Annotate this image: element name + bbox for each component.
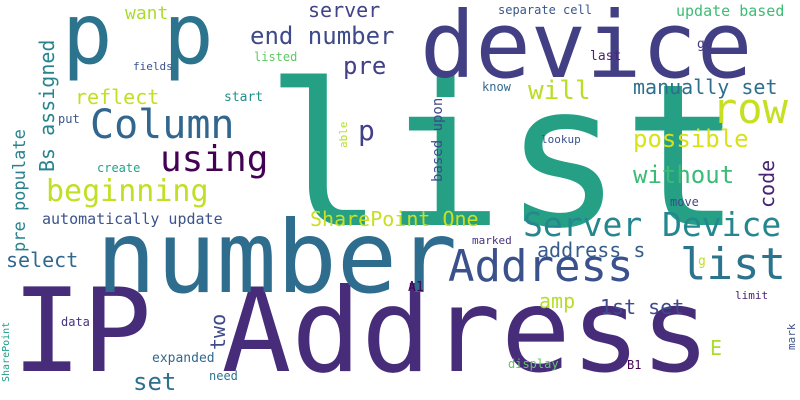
word: beginning (46, 174, 209, 209)
word: automatically update (42, 210, 223, 228)
word: want (125, 3, 169, 24)
word: pre (343, 52, 387, 80)
word: based upon (430, 97, 446, 182)
word: last (590, 49, 622, 64)
word: select (6, 248, 79, 272)
word: set (133, 368, 177, 396)
word: able (337, 121, 350, 149)
word: mark (785, 323, 798, 351)
word: p (358, 114, 375, 147)
word: update based (676, 2, 785, 20)
word: move (670, 195, 699, 209)
word: address s (537, 238, 646, 262)
word: data (61, 315, 90, 329)
word: two (206, 313, 230, 350)
word: p p (62, 0, 214, 83)
word: listed (254, 50, 298, 64)
word: list (680, 239, 786, 290)
word: put (58, 112, 80, 126)
word: list (265, 41, 742, 272)
word: manually set (633, 75, 778, 99)
word: using (160, 139, 269, 180)
word: row (712, 84, 788, 133)
word: Column (90, 102, 235, 148)
word: end number (250, 22, 395, 50)
word: start (224, 90, 264, 105)
word: go (697, 37, 713, 52)
word: display (508, 357, 559, 371)
word: amp (539, 289, 576, 313)
word: SharePoint (1, 321, 12, 382)
word: g (698, 254, 706, 269)
word: marked (472, 234, 512, 247)
word: separate cell (498, 3, 592, 17)
word: expanded (152, 351, 215, 366)
word: limit (735, 289, 769, 302)
word: A1 (408, 280, 424, 295)
word: code (755, 159, 779, 208)
word: Server Device (523, 205, 782, 244)
word: know (482, 80, 511, 94)
word: reflect (75, 85, 160, 109)
word: Bs assigned (35, 39, 59, 172)
word: pre populate (10, 129, 30, 252)
word: server (308, 0, 381, 22)
word: SharePoint One (310, 207, 479, 231)
word: device (420, 0, 753, 99)
word: fields (133, 60, 173, 73)
word: B1 (627, 358, 642, 372)
word: need (209, 369, 238, 383)
word: possible (633, 125, 749, 153)
word: will (528, 76, 591, 106)
word: create (97, 161, 141, 175)
word: E (710, 336, 723, 360)
word: number (96, 199, 458, 316)
word: IP Address (12, 264, 711, 399)
word: Address (448, 241, 634, 292)
word: without (633, 161, 735, 189)
word: 1st set (600, 295, 685, 319)
word: lookup (541, 133, 581, 146)
